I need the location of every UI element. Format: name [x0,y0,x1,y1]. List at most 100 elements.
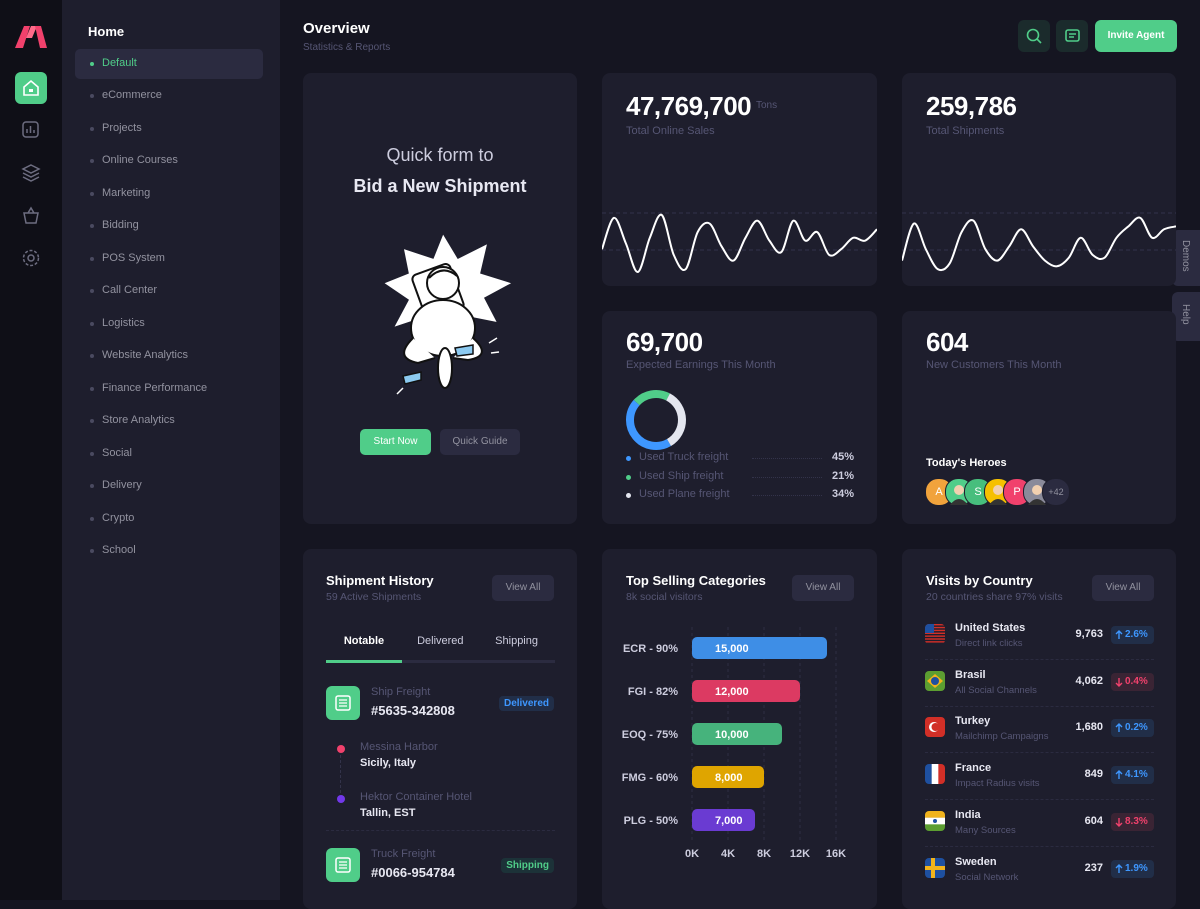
nav-item[interactable]: POS System [75,244,263,274]
photo-head [992,485,1003,495]
photo-body [949,499,968,505]
legend-dot [626,474,631,480]
flag-part [931,723,940,732]
nav-icon-basket[interactable] [21,205,41,225]
view-all-button[interactable]: View All [1092,575,1154,601]
flag [925,857,945,878]
view-all-button[interactable]: View All [792,575,854,601]
legend-rule [752,458,822,459]
nav-item[interactable]: Bidding [75,211,263,241]
flag-part [925,632,945,634]
flag [925,810,945,831]
donut-segment [633,390,670,406]
country-name: United States [955,622,1026,634]
chart [949,485,968,505]
stat-value: 259,786 [926,91,1017,121]
flag-part [925,764,932,785]
stat-label: Expected Earnings This Month [626,359,776,371]
y-tick-label: FGI - 82% [628,686,678,698]
flag-part [925,824,945,831]
nav-icon-layers[interactable] [21,163,41,183]
nav-item[interactable]: Call Center [75,276,263,306]
shipment-type: Truck Freight [371,848,436,860]
view-all-button[interactable]: View All [492,575,554,601]
photo-body [988,499,1007,505]
visits-card: Visits by Country 20 countries share 97%… [902,549,1176,909]
change-value: 0.4% [1125,675,1148,687]
card-subtitle: 20 countries share 97% visits [926,591,1063,603]
icon-shape [339,699,347,707]
demos-tab[interactable]: Demos [1172,230,1200,286]
nav-item[interactable]: Marketing [75,179,263,209]
flag-part [925,638,945,640]
nav-item[interactable]: Crypto [75,504,263,534]
nav-icon-home[interactable] [15,72,47,104]
tab[interactable]: Notable [343,635,385,647]
trend-arrow [1115,770,1123,780]
nav-item[interactable]: School [75,536,263,566]
nav-bullet [90,516,94,521]
shipment-type: Ship Freight [371,686,431,698]
x-tick-label: 0K [685,848,699,860]
nav-icon-reports[interactable] [21,120,41,140]
nav-item[interactable]: Website Analytics [75,341,263,371]
trend-arrow [1115,723,1123,733]
nav-label: Marketing [102,186,151,199]
change-badge: 0.4% [1111,672,1154,691]
nav-bullet [90,321,94,326]
tab[interactable]: Delivered [417,635,464,647]
search-button[interactable] [1018,20,1050,52]
value-label: 7,000 [715,815,743,827]
flag-part [938,764,945,785]
nav-bullet [90,94,94,99]
legend-label: Used Plane freight [639,488,730,500]
bar [692,723,782,745]
nav-item[interactable]: Finance Performance [75,374,263,404]
nav-bullet [90,256,94,261]
legend-value: 45% [831,451,854,463]
timeline-line [340,755,341,793]
icon-shape [339,861,347,869]
tab-indicator [326,660,402,663]
chart [335,857,351,873]
nav-bullet [90,224,94,229]
nav-item[interactable]: Delivery [75,471,263,501]
nav-icon-settings[interactable] [21,248,41,268]
tab[interactable]: Shipping [495,635,538,647]
legend-value: 34% [831,488,854,500]
nav-label: School [102,544,136,557]
card-title: Visits by Country [926,573,1033,588]
nav-item[interactable]: Online Courses [75,146,263,176]
hero-avatar: +42 [1042,478,1070,506]
country-source: Many Sources [955,824,1016,836]
nav-item[interactable]: Default [75,49,263,79]
messages-button[interactable] [1056,20,1088,52]
stat-value: 47,769,700 [626,91,752,121]
nav-item[interactable]: Projects [75,114,263,144]
tab-track [326,660,555,663]
page-title: Overview [303,20,370,37]
invite-agent-button[interactable]: Invite Agent [1095,20,1177,52]
legend-rule [752,476,822,478]
nav-item[interactable]: Store Analytics [75,406,263,436]
shipments-card: 259,786 Total Shipments [902,73,1176,286]
value-label: 10,000 [715,729,749,741]
country-name: France [955,762,992,775]
flag [925,670,945,691]
nav-label: Default [102,57,137,69]
quick-form-line2: Bid a New Shipment [353,176,527,196]
nav-item[interactable]: eCommerce [75,81,263,111]
nav-item[interactable]: Social [75,439,263,469]
nav-item[interactable]: Logistics [75,309,263,339]
logo[interactable] [13,24,49,50]
help-tab[interactable]: Help [1172,292,1200,341]
stat-value: 69,700 [626,327,703,357]
customers-card: 604 New Customers This Month Today's Her… [902,311,1176,524]
country-visits: 1,680 [1075,721,1103,734]
quick-guide-button[interactable]: Quick Guide [440,429,520,455]
flag [925,717,945,738]
start-now-button[interactable]: Start Now [360,429,431,455]
y-tick-label: EOQ - 75% [622,729,678,741]
trend-arrow [1115,677,1123,687]
